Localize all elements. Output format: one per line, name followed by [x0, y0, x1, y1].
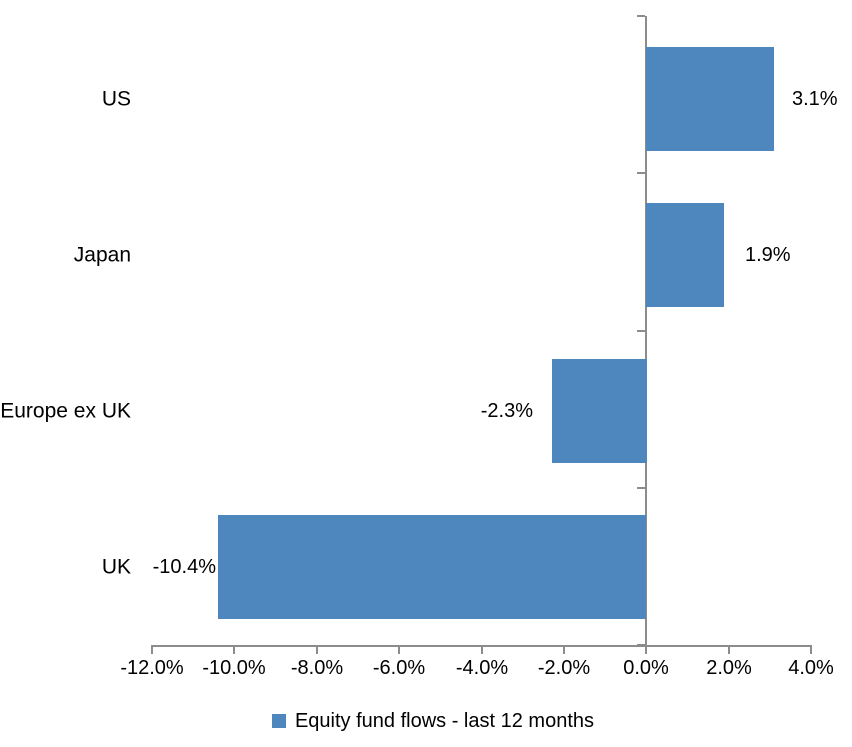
bar-japan	[646, 203, 724, 307]
value-label-europe-ex-uk: -2.3%	[480, 400, 533, 422]
x-tick-label: -12.0%	[120, 657, 184, 679]
x-tick	[728, 645, 730, 654]
category-label-japan: Japan	[73, 243, 131, 267]
bar-europe-ex-uk	[552, 359, 647, 463]
x-tick	[398, 645, 400, 654]
y-axis-line	[645, 16, 647, 647]
x-tick	[645, 645, 647, 654]
value-label-us: 3.1%	[792, 88, 838, 110]
bar-us	[646, 47, 774, 151]
x-tick	[233, 645, 235, 654]
category-label-us: US	[101, 87, 131, 111]
x-tick	[481, 645, 483, 654]
category-label-europe-ex-uk: Europe ex UK	[0, 399, 131, 423]
y-tick	[637, 487, 645, 489]
x-tick-label: -2.0%	[537, 657, 591, 679]
x-tick	[151, 645, 153, 654]
y-tick	[637, 644, 645, 646]
legend-marker-icon	[271, 714, 286, 728]
legend: Equity fund flows - last 12 months	[0, 708, 852, 734]
x-tick-label: -6.0%	[372, 657, 426, 679]
x-tick-label: 4.0%	[788, 657, 834, 679]
x-tick	[316, 645, 318, 654]
x-tick-label: -10.0%	[202, 657, 266, 679]
category-label-uk: UK	[101, 555, 131, 579]
legend-label: Equity fund flows - last 12 months	[294, 709, 595, 732]
x-tick-label: 2.0%	[706, 657, 752, 679]
y-tick	[637, 172, 645, 174]
legend-item: Equity fund flows - last 12 months	[271, 709, 595, 733]
x-tick	[810, 645, 812, 654]
x-tick	[563, 645, 565, 654]
x-tick-label: -8.0%	[290, 657, 344, 679]
y-tick	[637, 15, 645, 17]
y-tick	[637, 330, 645, 332]
value-label-japan: 1.9%	[745, 244, 791, 266]
value-label-uk: -10.4%	[152, 556, 216, 578]
bar-uk	[218, 515, 646, 619]
x-tick-label: 0.0%	[623, 657, 669, 679]
x-tick-label: -4.0%	[455, 657, 509, 679]
